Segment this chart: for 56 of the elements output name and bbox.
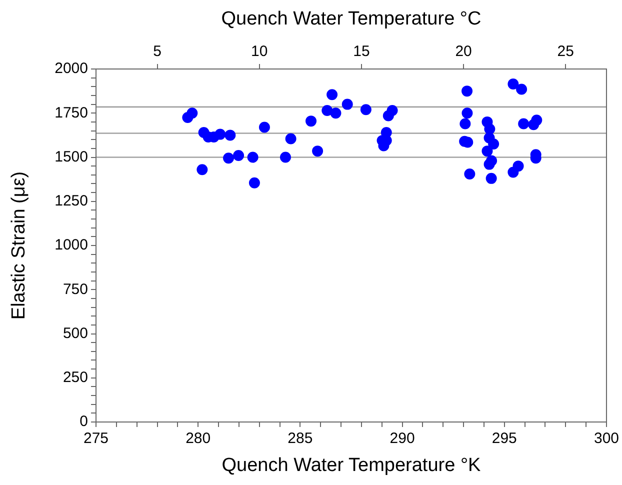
point <box>330 108 342 119</box>
point <box>326 89 338 100</box>
point <box>306 116 317 127</box>
point <box>484 158 495 170</box>
x-tick-label: 285 <box>288 430 313 448</box>
y-tick-label: 1500 <box>54 148 88 166</box>
y-tick-label: 500 <box>62 324 88 342</box>
point <box>464 168 476 180</box>
point <box>280 152 291 163</box>
y-tick-label: 2000 <box>54 60 88 78</box>
point <box>342 98 353 110</box>
x-axis-title: Quench Water Temperature °K <box>222 454 482 476</box>
y-tick-label: 250 <box>62 369 88 386</box>
point <box>248 177 260 188</box>
point <box>223 152 234 164</box>
point <box>462 108 473 119</box>
y-tick-label: 1000 <box>54 236 88 254</box>
x2-tick-label: 10 <box>251 43 268 60</box>
y-tick-label: 1250 <box>54 192 88 210</box>
x-tick-label: 280 <box>186 430 211 448</box>
point <box>312 146 324 157</box>
x-tick-label: 300 <box>594 430 619 448</box>
x-tick-label: 295 <box>492 430 517 448</box>
point <box>460 118 471 130</box>
point <box>285 133 296 144</box>
y-tick-label: 750 <box>62 280 88 298</box>
x2-tick-label: 25 <box>557 43 574 60</box>
point <box>516 84 528 95</box>
point <box>196 164 208 176</box>
point <box>214 128 226 140</box>
x2-tick-label: 15 <box>353 43 370 60</box>
point <box>518 118 530 130</box>
point <box>508 78 519 90</box>
point <box>531 114 542 126</box>
y-tick-label: 1750 <box>54 104 88 122</box>
point <box>482 146 493 157</box>
point <box>486 172 497 184</box>
x-tick-label: 275 <box>83 430 109 448</box>
point <box>488 138 500 150</box>
point <box>508 166 519 178</box>
point <box>360 104 372 116</box>
point <box>247 152 258 163</box>
point <box>484 124 496 135</box>
point <box>186 108 198 119</box>
x2-tick-label: 20 <box>455 43 472 60</box>
point <box>386 104 398 116</box>
x2-axis-title: Quench Water Temperature °C <box>221 8 482 30</box>
point <box>224 130 236 141</box>
point <box>258 122 270 133</box>
x2-tick-label: 5 <box>153 43 162 60</box>
point <box>233 150 244 161</box>
point <box>322 104 333 116</box>
y-axis-title: Elastic Strain (με) <box>8 171 30 320</box>
x-tick-label: 290 <box>390 430 415 448</box>
point <box>462 86 473 97</box>
y-tick-label: 0 <box>80 413 88 430</box>
